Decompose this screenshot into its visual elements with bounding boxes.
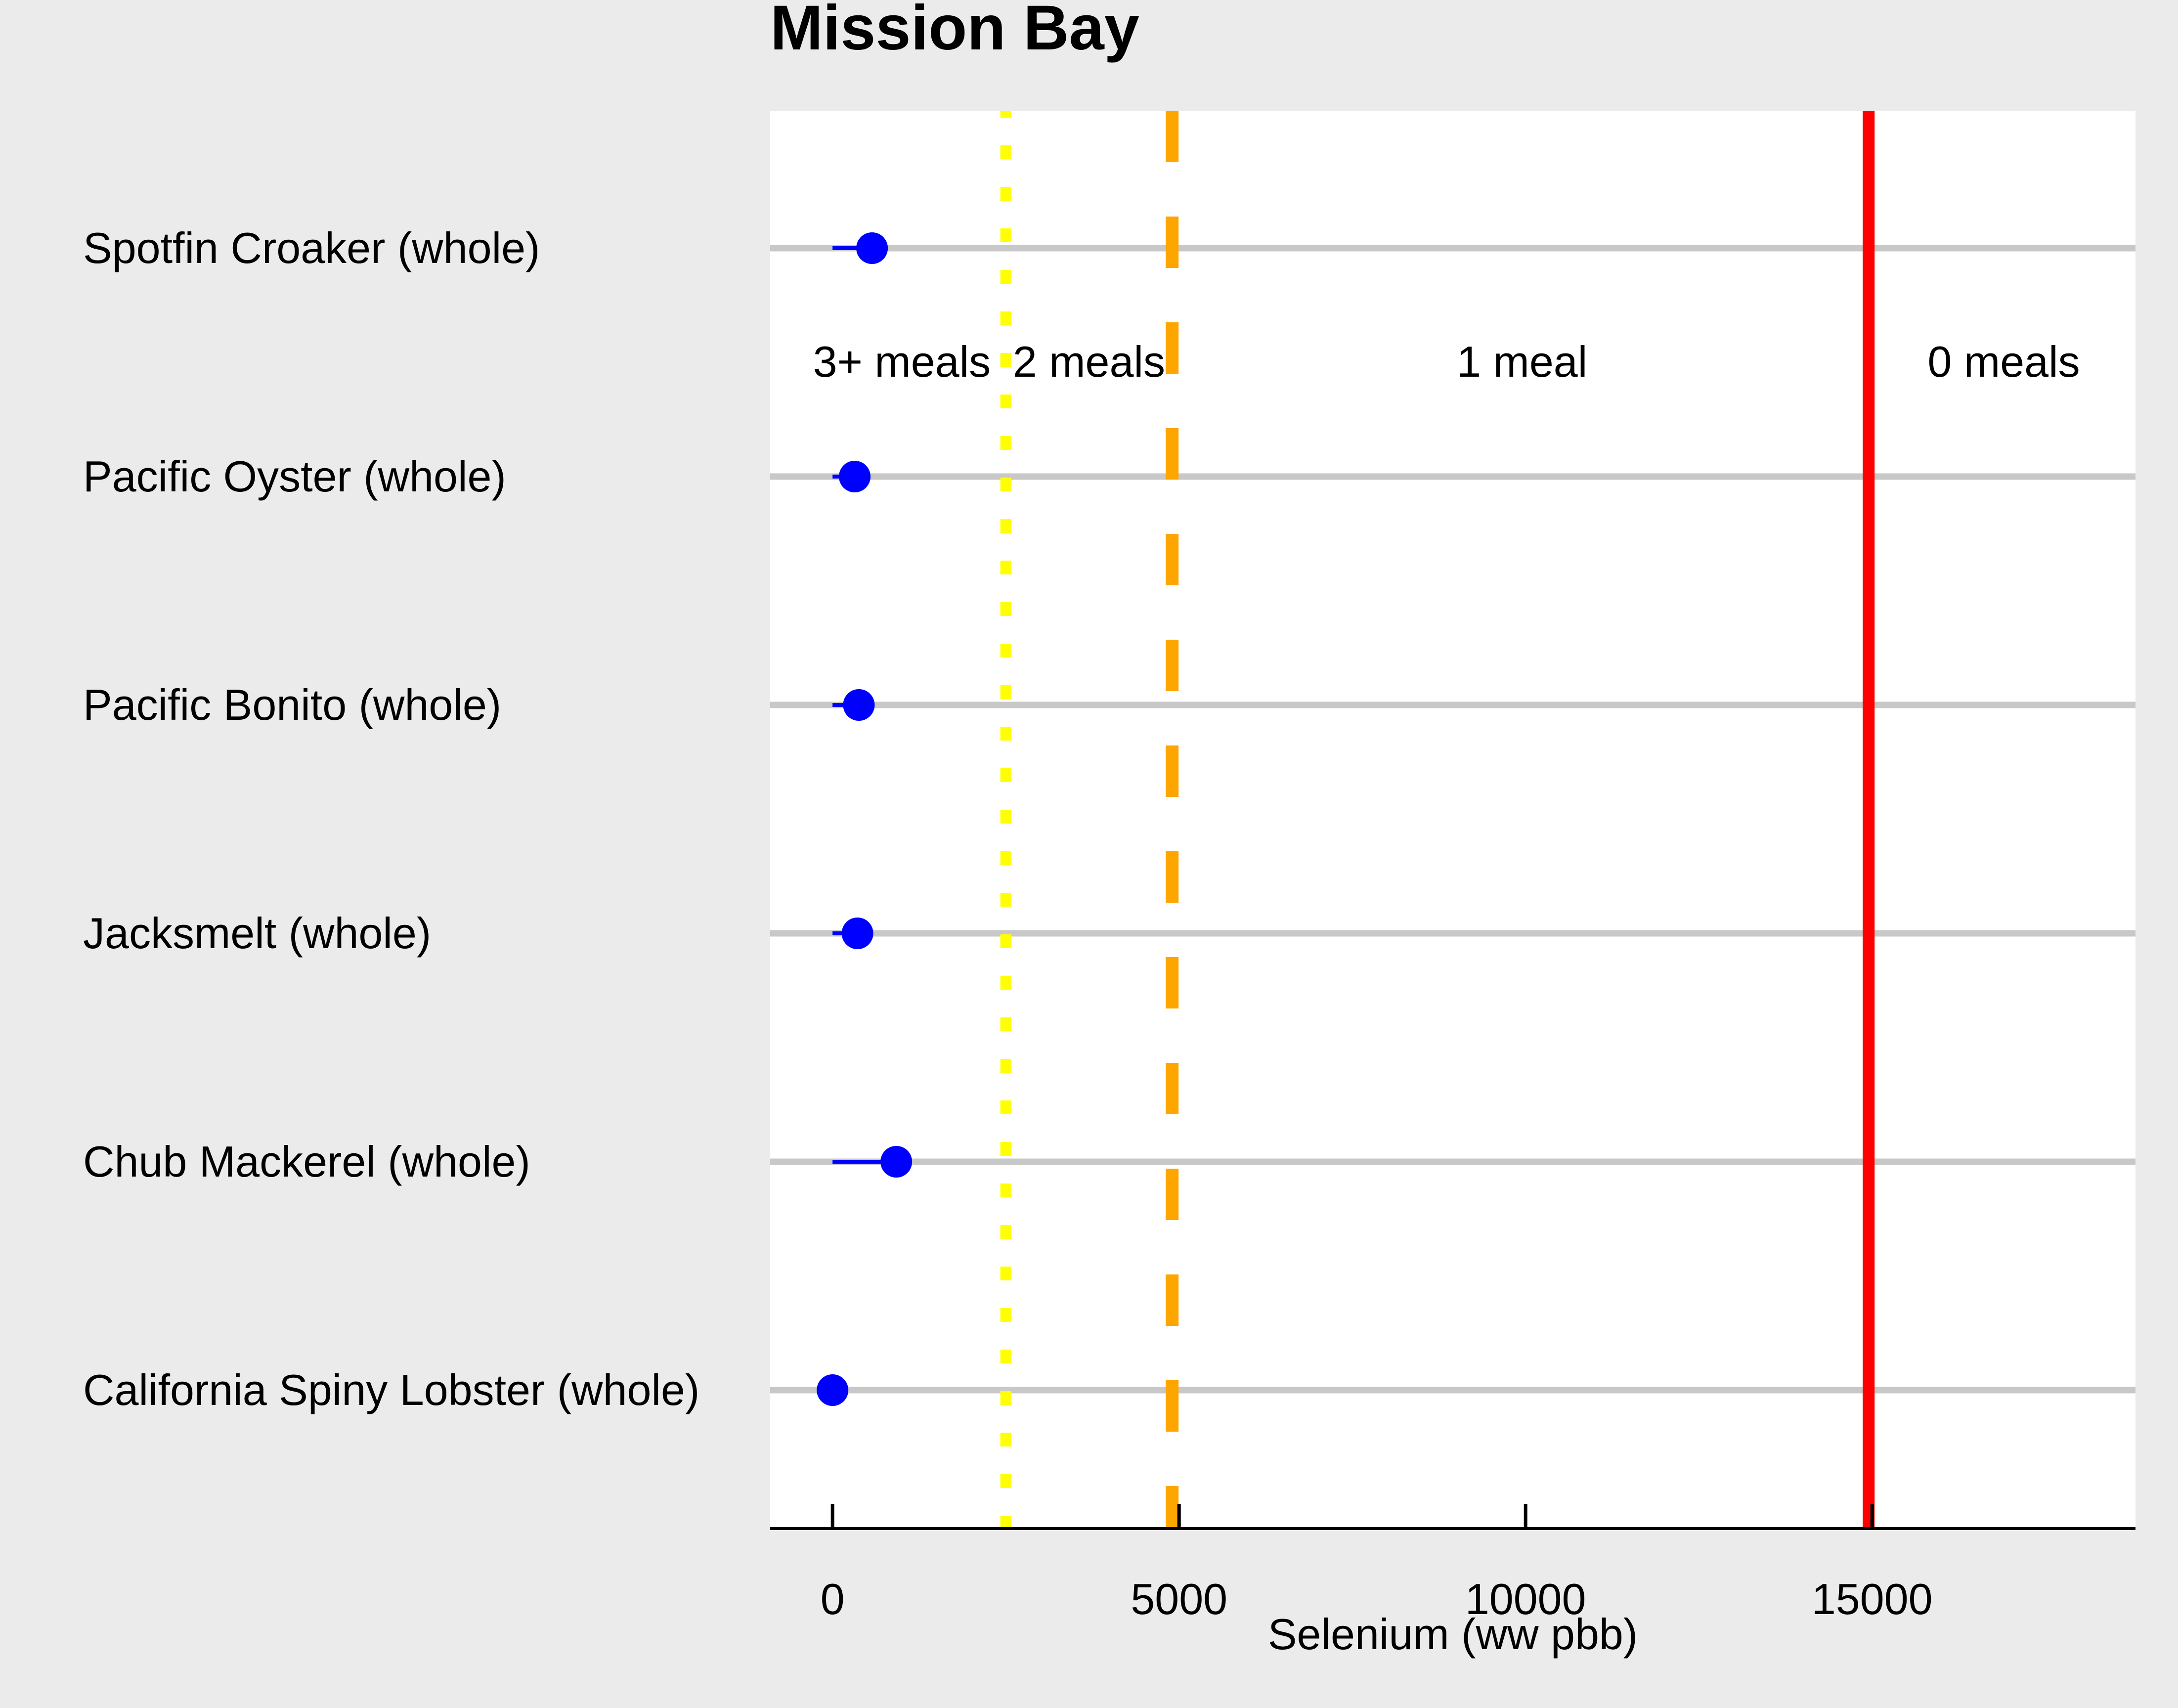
region-label: 0 meals [1928,337,2080,386]
category-label: Pacific Oyster (whole) [83,452,506,501]
category-label: Spotfin Croaker (whole) [83,223,540,272]
region-label-layer: 3+ meals 2 meals 1 meal 0 meals [813,337,2080,386]
data-point [856,232,888,264]
data-point [839,461,871,492]
category-labels: Spotfin Croaker (whole) Pacific Oyster (w… [83,223,699,1414]
region-label: 3+ meals [813,337,991,386]
category-label: California Spiny Lobster (whole) [83,1365,699,1414]
x-axis: 0 5000 10000 15000 [770,1504,2135,1623]
region-label: 2 meals [1013,337,1165,386]
data-point [841,918,873,949]
grid-layer [770,245,2135,1394]
data-point [880,1146,913,1178]
x-tick-label: 15000 [1812,1575,1933,1623]
plot-panel [770,111,2135,1529]
chart-title: Mission Bay [770,0,1139,63]
x-tick-label: 0 [821,1575,845,1623]
x-tick-label: 10000 [1465,1575,1586,1623]
data-point [843,689,875,721]
region-label: 1 meal [1457,337,1587,386]
category-label: Jacksmelt (whole) [83,909,431,958]
point-layer [817,232,913,1406]
category-label: Pacific Bonito (whole) [83,680,501,729]
threshold-layer [1000,111,1875,1529]
x-tick-label: 5000 [1131,1575,1227,1623]
data-point [817,1374,849,1406]
category-label: Chub Mackerel (whole) [83,1137,530,1186]
x-axis-label: Selenium (ww pbb) [1268,1610,1638,1659]
